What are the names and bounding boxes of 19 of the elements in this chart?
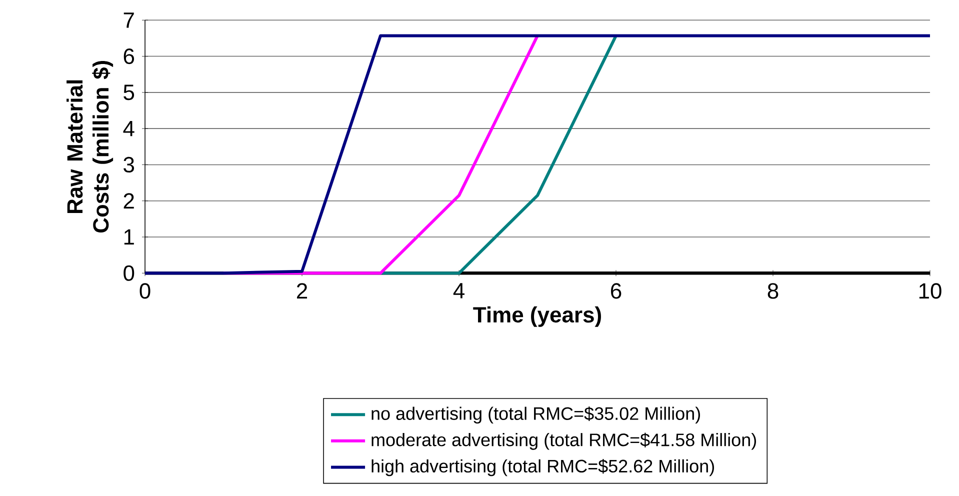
y-tick-label: 2 (124, 193, 134, 208)
y-tick-label: 7 (124, 12, 134, 28)
x-tick-label: 2 (296, 283, 308, 298)
y-tick-label: 6 (124, 48, 134, 64)
y-tick-label: 3 (124, 156, 134, 172)
legend-label: high advertising (total RMC=$52.62 Million) (372, 458, 714, 476)
x-tick-label: 4 (453, 283, 464, 298)
y-tick-label: 5 (124, 84, 134, 100)
y-tick-label: 1 (124, 229, 134, 244)
y-tick-label: 0 (124, 265, 134, 281)
x-axis-title: Time (years) (473, 306, 601, 327)
x-tick-label: 8 (768, 283, 778, 299)
legend-label: moderate advertising (total RMC=$41.58 Million) (372, 432, 756, 450)
x-tick-label: 0 (140, 283, 150, 299)
x-tick-label: 6 (611, 283, 622, 299)
x-tick-label: 10 (919, 283, 942, 299)
y-tick-label: 4 (123, 120, 134, 136)
legend-label: no advertising (total RMC=$35.02 Million) (372, 406, 700, 424)
y-axis-title: Raw Material Costs (million $) (66, 60, 114, 232)
